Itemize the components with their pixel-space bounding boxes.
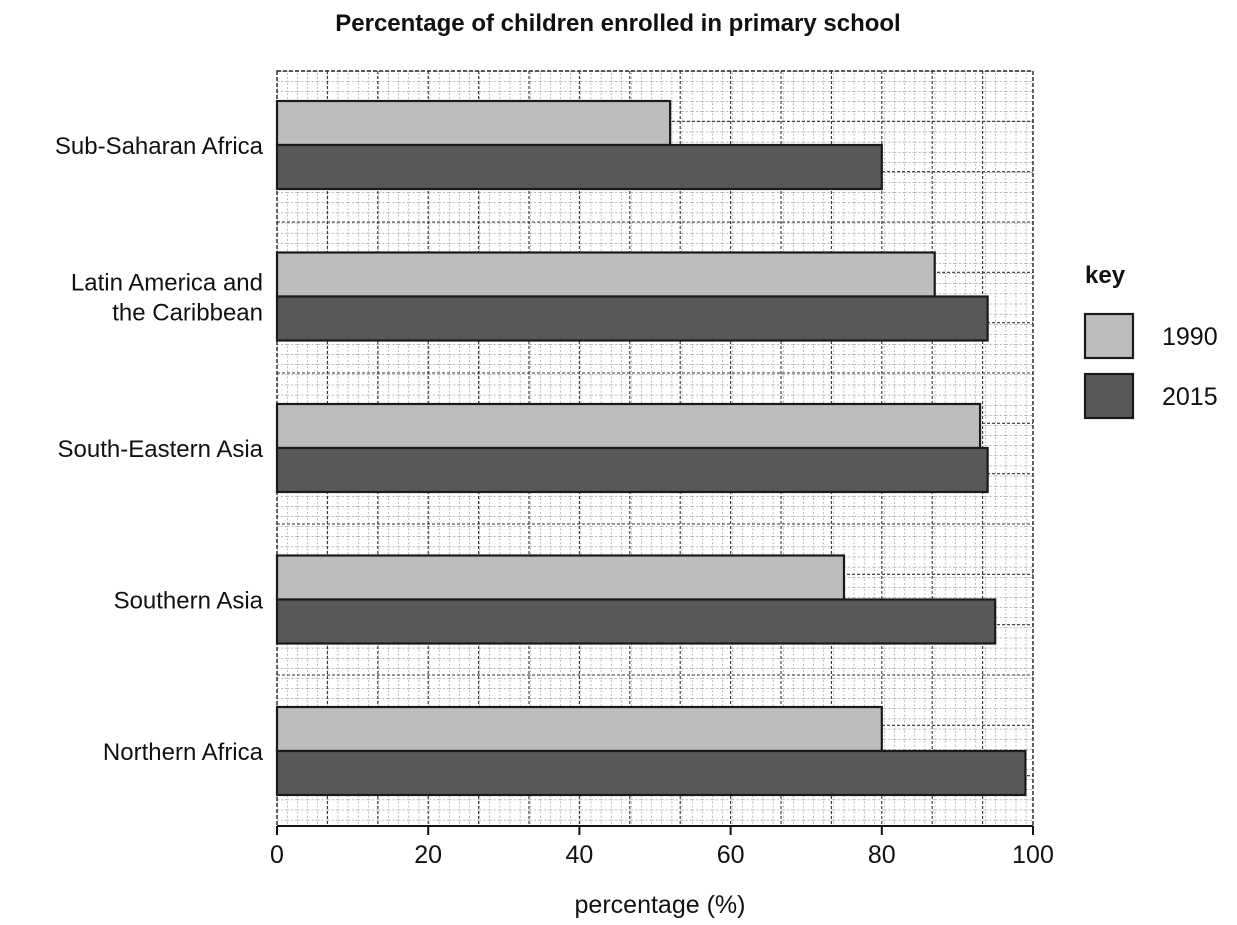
x-axis-label: percentage (%) — [575, 891, 746, 919]
bar-2015-0 — [275, 143, 883, 191]
bar-2015-2 — [275, 446, 989, 494]
bar-2015-4 — [275, 749, 1027, 797]
chart-title: Percentage of children enrolled in prima… — [335, 10, 900, 37]
bar-1990-3 — [275, 554, 846, 601]
x-tick-label: 0 — [270, 841, 284, 869]
bar-2015-1 — [275, 295, 989, 342]
x-axis: 0 20 40 60 80 100 — [270, 825, 1054, 869]
category-label-line: Southern Asia — [114, 588, 264, 615]
x-tick-label: 60 — [717, 841, 745, 869]
legend-title: key — [1085, 262, 1126, 289]
category-label-line: Latin America and — [71, 270, 263, 297]
x-tick-label: 40 — [565, 841, 593, 869]
category-label-line: South-Eastern Asia — [58, 436, 264, 463]
category-label-line: Sub-Saharan Africa — [55, 133, 264, 160]
legend-label-1990: 1990 — [1162, 323, 1218, 351]
bar-1990-4 — [275, 705, 883, 753]
legend: key 1990 2015 — [1083, 262, 1218, 420]
bar-1990-0 — [275, 99, 672, 147]
category-label: Northern Africa — [103, 739, 264, 766]
bar-2015-3 — [275, 598, 997, 645]
category-label-line: Northern Africa — [103, 739, 264, 766]
plot-border — [276, 70, 1034, 827]
bar-1990-2 — [275, 402, 982, 450]
category-label: Latin America and the Caribbean — [71, 270, 263, 327]
category-label: Sub-Saharan Africa — [55, 133, 264, 160]
x-tick-label: 20 — [414, 841, 442, 869]
plot-area — [275, 70, 1034, 827]
legend-swatch-2015 — [1083, 372, 1135, 420]
legend-swatch-1990 — [1083, 312, 1135, 360]
category-label: Southern Asia — [114, 588, 264, 615]
legend-label-2015: 2015 — [1162, 383, 1218, 411]
bar-1990-1 — [275, 251, 936, 298]
x-tick-label: 100 — [1012, 841, 1054, 869]
x-tick-label: 80 — [868, 841, 896, 869]
category-label-line: the Caribbean — [112, 300, 263, 327]
category-label: South-Eastern Asia — [58, 436, 264, 463]
category-labels: Sub-Saharan Africa Latin America and the C… — [55, 133, 264, 766]
